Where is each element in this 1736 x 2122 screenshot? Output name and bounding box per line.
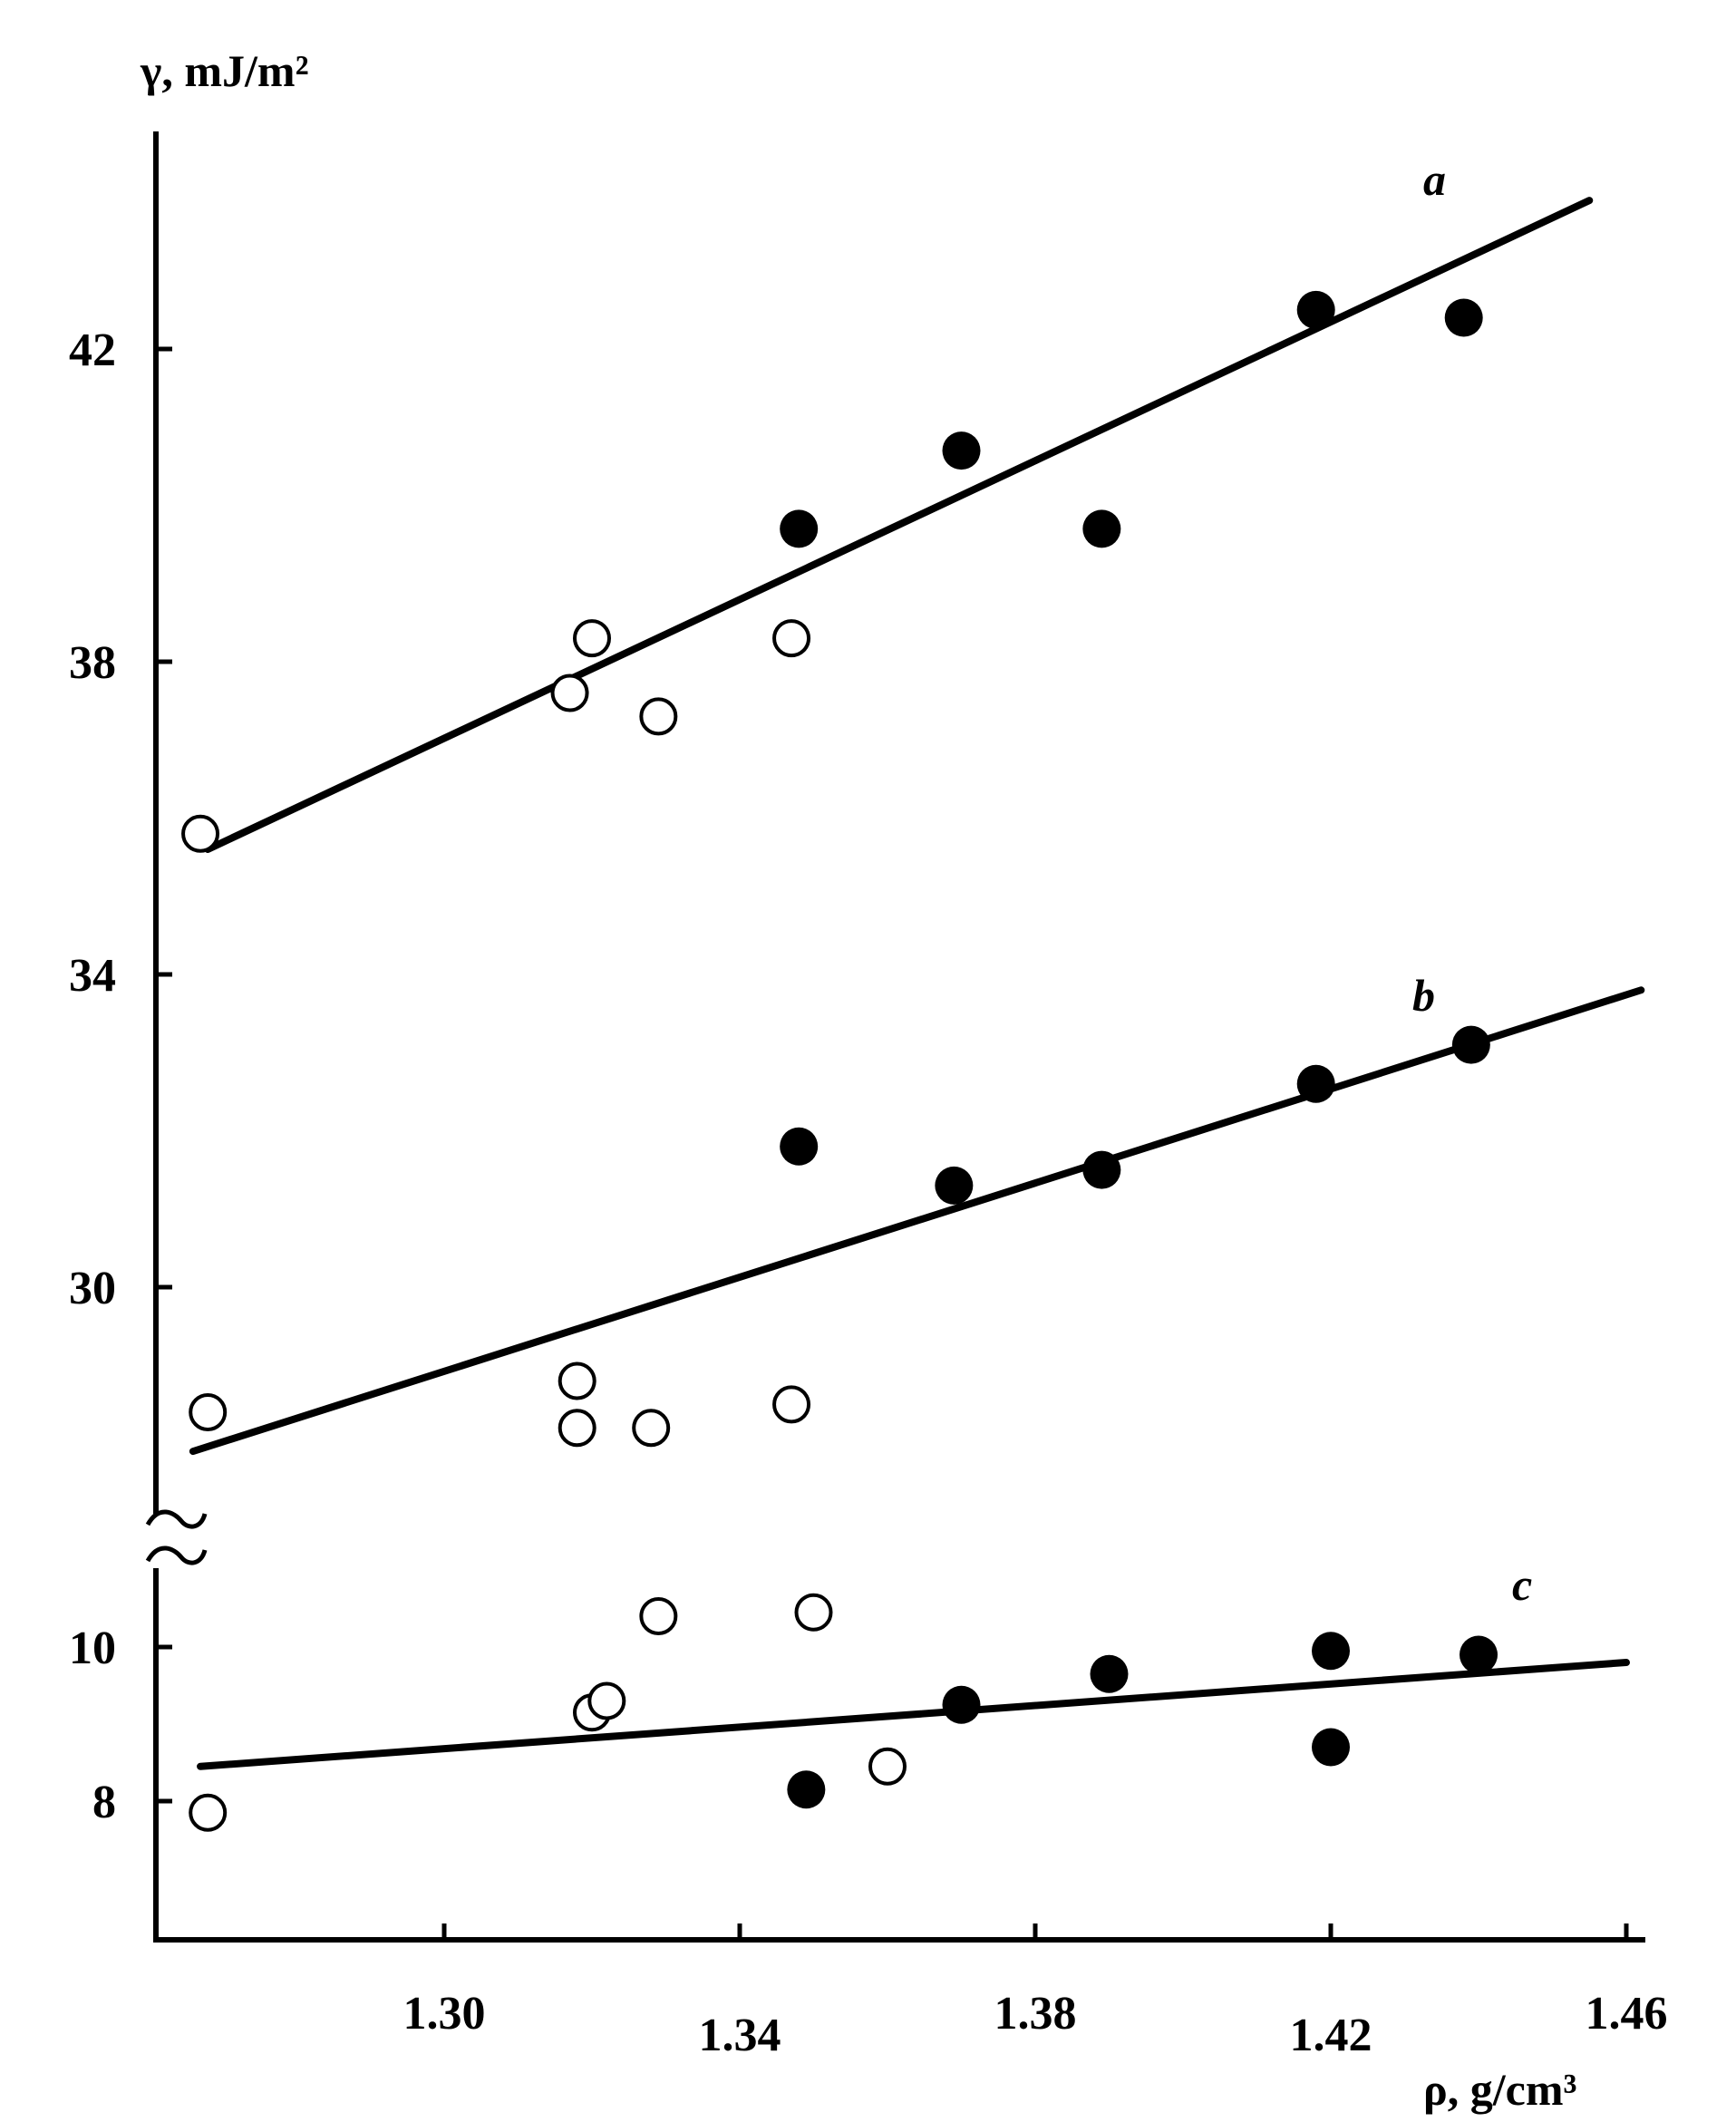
series-b-open-point [632,1409,671,1448]
y-tick-label: 30 [69,1263,116,1314]
x-tick-label: 1.42 [1290,2010,1372,2061]
series-a-filled-point [942,431,981,470]
series-a-filled-point [780,509,819,548]
series-b-filled-point [1082,1150,1121,1189]
series-a-filled-point [1082,509,1121,548]
series-b-open-point [558,1409,596,1448]
x-tick-label: 1.46 [1586,1988,1668,2040]
series-a-filled-point [1444,298,1483,337]
series-b-open-point [772,1385,811,1424]
series-c-filled-point [1090,1654,1129,1693]
series-c-open-point [794,1593,833,1632]
series-c-open-point [587,1681,626,1720]
y-tick-label: 8 [92,1777,116,1828]
series-c-filled-point [787,1770,826,1809]
series-b-fit-line [189,986,1645,1456]
series-a-label: a [1423,154,1446,205]
series-b-label: b [1412,970,1435,1021]
series-a-filled-point [1296,290,1335,329]
x-axis-title: ρ, g/cm³ [1423,2064,1576,2115]
series-c-filled-point [1312,1632,1350,1671]
axis-break-icon [145,1509,208,1565]
tick-layer: 1.30 1.34 1.38 1.42 1.46 42 38 34 30 10 8 [69,325,1668,2061]
series-c-filled-point [1312,1728,1350,1767]
series-b-filled-point [1296,1064,1335,1103]
y-tick-label: 38 [69,637,116,689]
y-tick-label: 42 [69,325,116,376]
series-c-open-point [639,1597,678,1635]
series-a-open-point [772,619,811,658]
y-tick-label: 34 [69,950,116,1002]
series-a-open-point [181,814,220,853]
y-axis-title: γ, mJ/m² [140,45,309,96]
series-c-label: c [1512,1559,1532,1610]
series-b-filled-point [1451,1025,1490,1064]
series-a-open-point [639,697,678,736]
series-c-open-point [189,1793,228,1832]
series-b-open-point [558,1361,596,1400]
series-b-open-point [189,1393,228,1431]
series-a-open-point [550,673,589,712]
series-c-fit-line [197,1659,1630,1770]
series-c-filled-point [1460,1635,1498,1674]
x-tick-label: 1.30 [403,1988,486,2040]
x-tick-label: 1.34 [699,2010,781,2061]
series-b-filled-point [935,1166,974,1205]
y-tick-label: 10 [69,1623,116,1674]
series-c-open-point [868,1747,907,1786]
x-tick-label: 1.38 [994,1988,1077,2040]
series-c-filled-point [942,1685,981,1724]
series-a-open-point [573,619,611,658]
series-b-filled-point [780,1127,819,1166]
series-layer: a b c [181,154,1645,1832]
series-a-fit-line [204,197,1594,853]
